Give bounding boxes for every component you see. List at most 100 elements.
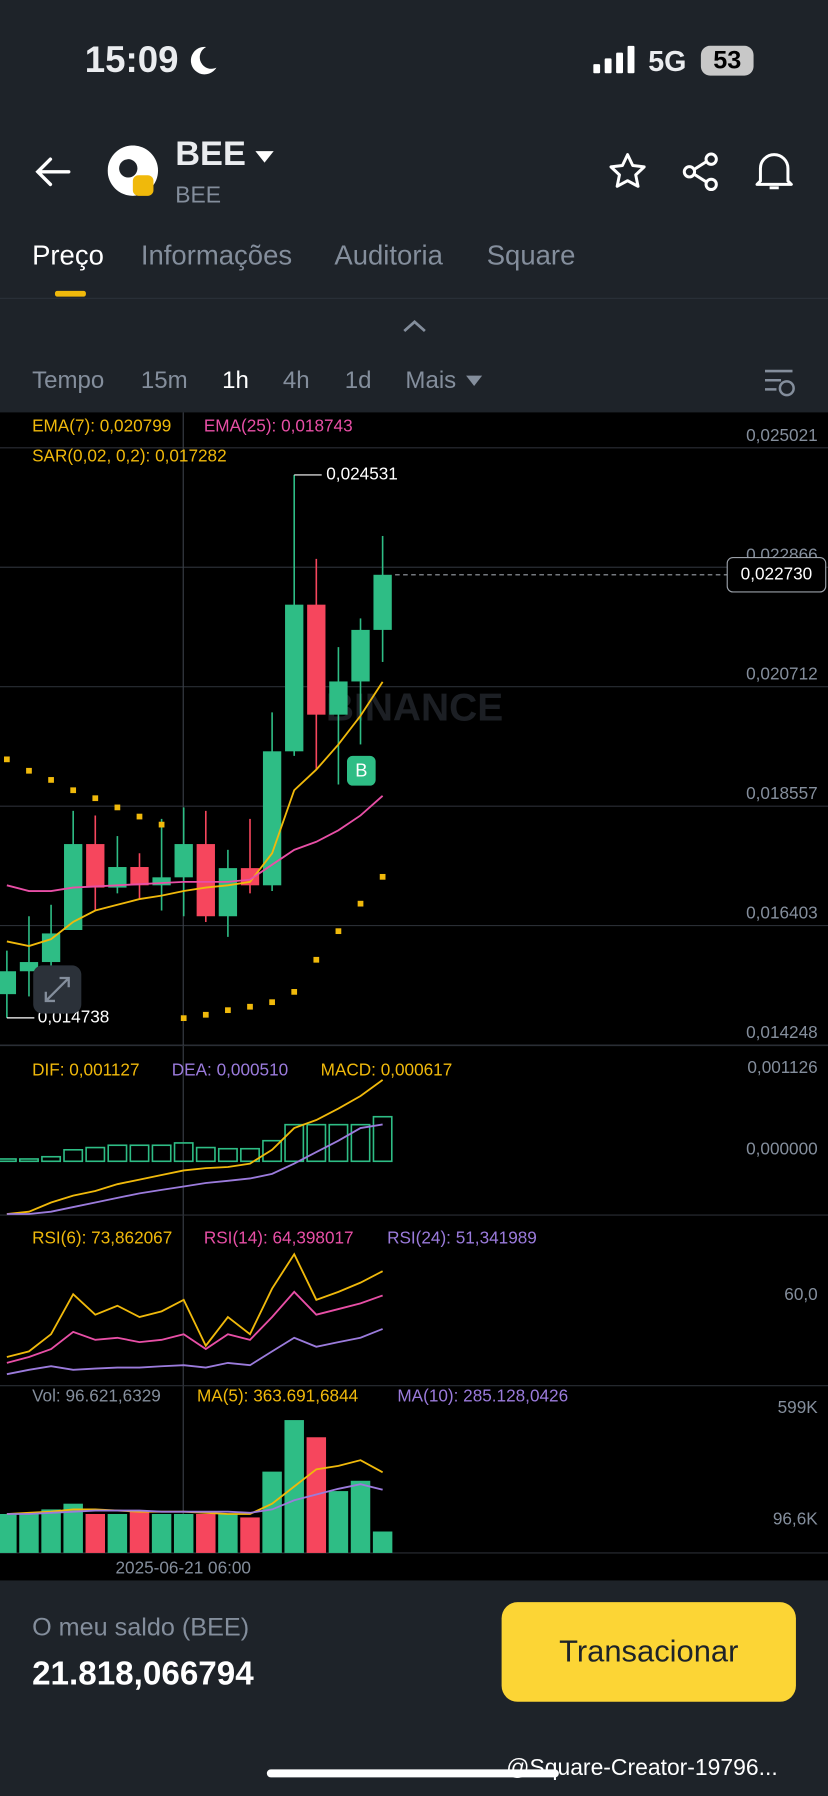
last-price-badge [726, 557, 827, 593]
interval[interactable]: 15m [140, 367, 188, 394]
balance-label: O meu saldo (BEE) [32, 1612, 250, 1642]
volume-bar [107, 1513, 128, 1553]
indicator-legend: RSI(14): 64,398017 [204, 1228, 354, 1248]
indicator-legend: DIF: 0,001127 [32, 1059, 139, 1079]
volume-bar [129, 1511, 150, 1553]
volume-bar [63, 1503, 83, 1553]
indicator-line [6, 1328, 383, 1376]
interval-label: Tempo [32, 367, 105, 394]
sar-dot [158, 821, 165, 828]
indicator-line [6, 1079, 384, 1215]
indicator-line [6, 795, 384, 892]
home-indicator [266, 1769, 559, 1778]
candle-body [130, 867, 149, 886]
candle-body [285, 604, 304, 752]
indicator-legend: RSI(24): 51,341989 [387, 1228, 537, 1248]
indicator-legend: EMA(25): 0,018743 [204, 416, 353, 436]
candle-body [262, 751, 282, 886]
sar-dot [291, 989, 298, 995]
sar-dot [70, 787, 77, 794]
indicator-legend: SAR(0,02, 0,2): 0,017282 [32, 445, 227, 465]
interval[interactable]: 4h [282, 367, 310, 394]
indicator-legend: RSI(6): 73,862067 [32, 1228, 172, 1248]
volume-bar [85, 1513, 106, 1553]
watermark: BINANCE [326, 686, 503, 729]
sar-dot [313, 956, 320, 963]
indicator-settings[interactable] [763, 366, 797, 398]
macd-bar [306, 1123, 327, 1163]
candle-body [19, 962, 39, 972]
candle-body [218, 868, 238, 917]
macd-bar [63, 1148, 84, 1163]
kline-chart: BINANCE0,0250210,0228660,0207120,0185570… [0, 412, 828, 1581]
macd-bar [41, 1155, 62, 1163]
macd-bar [328, 1123, 349, 1163]
more-caret [466, 375, 483, 386]
macd-bar [19, 1158, 39, 1163]
candle-body [329, 681, 348, 715]
tab-active[interactable]: Preço [32, 240, 104, 272]
candle-body [86, 844, 105, 888]
indicator-line [6, 1252, 384, 1358]
macd-bar [372, 1115, 393, 1163]
indicator-line [6, 1123, 383, 1215]
candle-body [108, 867, 127, 888]
indicator-legend: MA(5): 363.691,6844 [197, 1386, 359, 1406]
sar-dot [48, 777, 54, 783]
buy-marker [347, 755, 376, 786]
tab[interactable]: Auditoria [334, 240, 443, 272]
macd-bar [262, 1139, 283, 1163]
sar-dot [92, 795, 99, 802]
volume-bar [372, 1531, 393, 1553]
favorite-button[interactable] [607, 151, 648, 192]
interval-more[interactable]: Mais [405, 367, 457, 394]
sar-dot [269, 999, 275, 1006]
divider [0, 297, 828, 299]
indicator-legend: DEA: 0,000510 [172, 1059, 288, 1079]
volume-bar [218, 1513, 238, 1553]
trade-button[interactable]: Transacionar [501, 1602, 796, 1702]
sar-dot [180, 1015, 187, 1022]
dropdown-caret[interactable] [253, 149, 276, 165]
sar-dot [225, 1007, 231, 1014]
interval-active[interactable]: 1h [222, 367, 249, 394]
volume-bar [196, 1513, 216, 1553]
sar-dot [202, 1011, 209, 1018]
sar-dot [4, 756, 10, 763]
tab[interactable]: Square [486, 240, 576, 272]
signal-icon [593, 45, 635, 74]
sar-dot [357, 900, 364, 907]
collapse-button[interactable] [401, 318, 428, 334]
candle-body [196, 844, 215, 917]
y-tick-label: 599K [778, 1397, 819, 1417]
indicator-legend: MACD: 0,000617 [321, 1059, 453, 1079]
volume-bar [262, 1471, 282, 1553]
candle-body [373, 574, 392, 630]
macd-bar [217, 1147, 238, 1163]
macd-bar [129, 1144, 150, 1163]
alert-button[interactable] [754, 149, 795, 193]
candle-body [152, 877, 171, 886]
sar-dot [335, 928, 342, 935]
volume-bar [350, 1480, 371, 1553]
y-tick-label: 0,001126 [747, 1057, 817, 1077]
buy-marker-label: B [355, 760, 367, 781]
volume-bar [19, 1513, 39, 1553]
tab[interactable]: Informações [140, 240, 293, 272]
macd-bar [85, 1146, 106, 1163]
token-title[interactable]: BEE [175, 135, 246, 173]
status-time: 15:09 [84, 38, 179, 81]
candle-body [174, 844, 193, 878]
volume-bar [240, 1517, 260, 1553]
battery: 53 [700, 45, 754, 76]
interval[interactable]: 1d [344, 367, 372, 394]
y-tick-label: 0,020712 [746, 664, 818, 684]
indicator-line [6, 1483, 383, 1515]
y-tick-label: 0,016403 [746, 903, 818, 923]
moon-icon [190, 46, 217, 75]
last-price-label: 0,022730 [741, 563, 813, 583]
sar-dot [136, 813, 143, 820]
creator-watermark: @Square-Creator-19796... [506, 1755, 778, 1781]
share-button[interactable] [680, 151, 721, 192]
back-button[interactable] [32, 151, 73, 192]
